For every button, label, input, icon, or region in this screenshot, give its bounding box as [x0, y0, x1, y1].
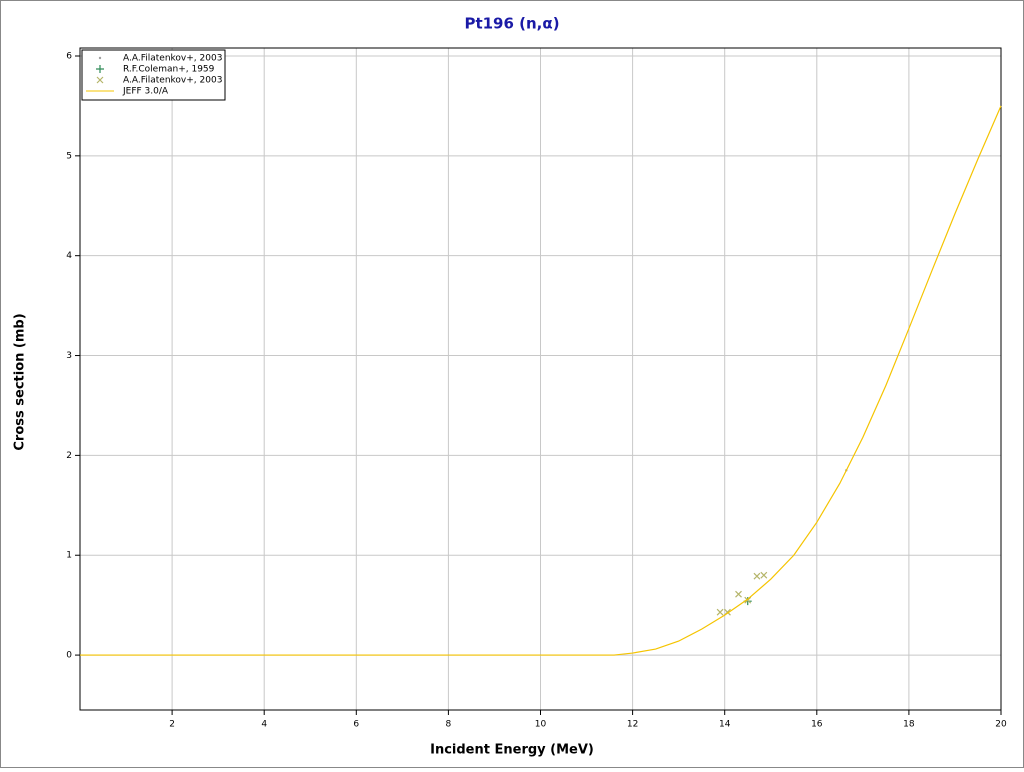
- x-tick-label: 14: [719, 720, 731, 730]
- legend-marker: [98, 56, 102, 60]
- point: [716, 608, 724, 616]
- legend-marker: [96, 76, 104, 84]
- plot-frame: [79, 47, 1002, 711]
- y-tick-label: 6: [66, 51, 72, 61]
- x-tick-label: 2: [169, 720, 175, 730]
- x-tick-label: 8: [446, 720, 452, 730]
- y-tick-label: 5: [66, 151, 72, 161]
- chart-title: Pt196 (n,α): [464, 15, 559, 33]
- x-tick-label: 6: [353, 720, 359, 730]
- x-axis-label: Incident Energy (MeV): [430, 743, 594, 758]
- x-tick-label: 10: [535, 720, 547, 730]
- line: [80, 105, 1002, 656]
- point: [735, 590, 742, 598]
- x-tick-label: 18: [903, 720, 915, 730]
- y-tick-label: 1: [66, 551, 72, 561]
- legend-box: [81, 49, 226, 101]
- x-tick-label: 4: [261, 720, 267, 730]
- legend-label: JEFF 3.0/A: [122, 87, 169, 97]
- legend-label: R.F.Coleman+, 1959: [123, 65, 215, 75]
- y-tick-label: 3: [66, 351, 72, 361]
- legend-label: A.A.Filatenkov+, 2003: [123, 76, 222, 86]
- y-tick-label: 4: [66, 251, 72, 261]
- x-tick-label: 20: [995, 720, 1007, 730]
- x-tick-label: 16: [811, 720, 823, 730]
- point: [760, 571, 768, 579]
- legend-label: A.A.Filatenkov+, 2003: [123, 54, 222, 64]
- y-axis-label: Cross section (mb): [13, 313, 28, 450]
- legend-marker: [96, 65, 104, 73]
- y-tick-label: 0: [66, 651, 72, 661]
- y-tick-label: 2: [66, 451, 72, 461]
- x-tick-label: 12: [627, 720, 638, 730]
- point: [753, 572, 761, 580]
